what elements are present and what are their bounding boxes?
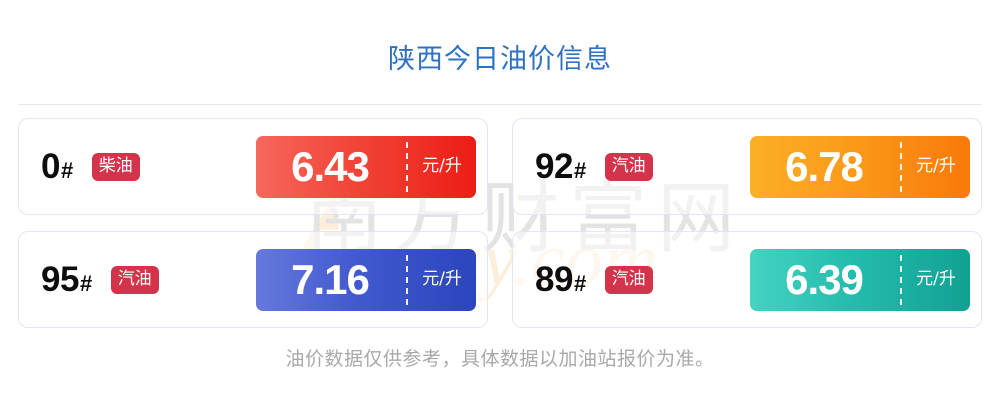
price-unit: 元/升	[916, 156, 956, 176]
fuel-type-badge: 汽油	[604, 152, 653, 181]
fuel-card-89[interactable]: 89# 汽油 6.39 元/升	[512, 231, 982, 328]
fuel-grade-label: 0#	[41, 147, 73, 186]
price-divider	[406, 254, 408, 305]
fuel-type-badge: 柴油	[91, 152, 140, 181]
price-block: 6.39 元/升	[750, 248, 970, 311]
price-value: 6.39	[785, 255, 864, 303]
fuel-grade-label: 95#	[41, 260, 92, 299]
page-title: 陕西今日油价信息	[388, 44, 612, 75]
price-divider	[900, 141, 902, 192]
fuel-grade-label: 92#	[535, 147, 586, 186]
price-block: 6.78 元/升	[750, 135, 970, 198]
fuel-card-grid: 0# 柴油 6.43 元/升 92# 汽油 6.78 元/升 95# 汽油 7.…	[18, 118, 982, 328]
price-unit: 元/升	[422, 156, 462, 176]
price-unit: 元/升	[422, 269, 462, 289]
price-value: 6.43	[291, 142, 370, 190]
fuel-type-badge: 汽油	[110, 265, 159, 294]
price-value: 7.16	[291, 255, 370, 303]
price-divider	[406, 141, 408, 192]
price-block: 6.43 元/升	[256, 135, 476, 198]
price-value: 6.78	[785, 142, 864, 190]
fuel-type-badge: 汽油	[604, 265, 653, 294]
price-divider	[900, 254, 902, 305]
fuel-card-92[interactable]: 92# 汽油 6.78 元/升	[512, 118, 982, 215]
title-divider	[18, 104, 982, 105]
price-unit: 元/升	[916, 269, 956, 289]
disclaimer-note: 油价数据仅供参考，具体数据以加油站报价为准。	[285, 348, 715, 370]
price-block: 7.16 元/升	[256, 248, 476, 311]
fuel-grade-label: 89#	[535, 260, 586, 299]
fuel-card-0[interactable]: 0# 柴油 6.43 元/升	[18, 118, 488, 215]
fuel-card-95[interactable]: 95# 汽油 7.16 元/升	[18, 231, 488, 328]
